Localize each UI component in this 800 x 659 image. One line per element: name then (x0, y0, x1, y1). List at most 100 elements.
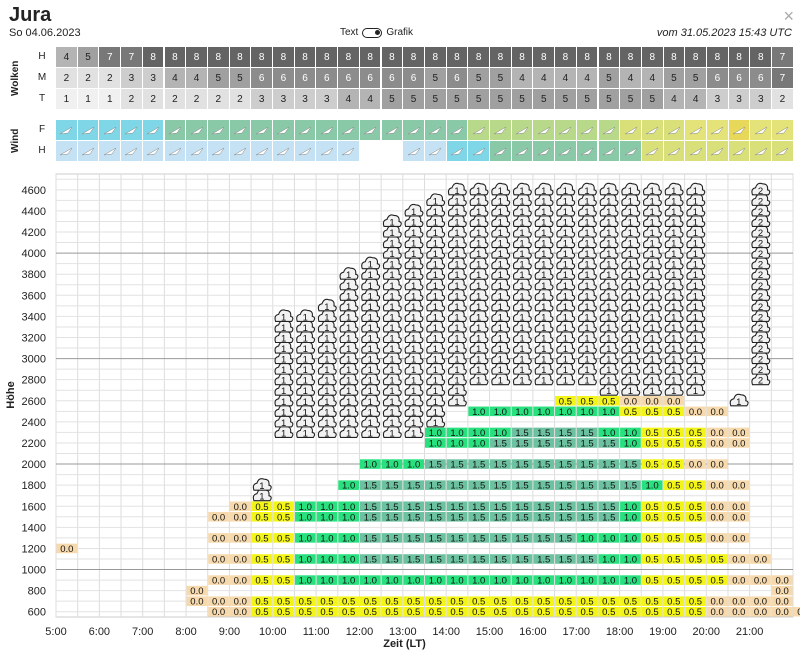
heatmap-cell-value: 1.0 (429, 438, 442, 449)
heatmap-cell (685, 406, 706, 417)
cloud-layer-number: 1 (671, 228, 676, 239)
heatmap-cell (533, 480, 555, 490)
heatmap-cell (706, 427, 728, 438)
cloud-layer-number: 1 (476, 333, 481, 344)
y-tick-label: 4400 (22, 206, 46, 218)
heatmap-cell-value: 1.5 (385, 554, 398, 565)
cloud-cell: 5 (468, 89, 490, 110)
heatmap-cell (446, 459, 468, 469)
cloud-layer-number: 1 (519, 376, 524, 387)
cloud-layer-number: 1 (628, 270, 633, 281)
cloud-layer-number: 1 (346, 355, 351, 366)
wind-arrow-icon (732, 126, 746, 135)
cloud-cell: 6 (338, 68, 360, 89)
heatmap-cell-value: 0.5 (299, 607, 312, 618)
cloud-cell: 2 (772, 89, 794, 110)
heatmap-cell (663, 480, 685, 490)
heatmap-cell-value: 1.5 (537, 460, 550, 471)
heatmap-cell-value: 1.0 (624, 428, 637, 439)
heatmap-cell (251, 512, 273, 522)
heatmap-cell (555, 501, 576, 512)
heatmap-cell-value: 0.5 (645, 407, 658, 418)
cloud-layer-number: 1 (498, 281, 503, 292)
cloud-layer-number: 1 (563, 323, 568, 334)
wind-arrow-icon (364, 126, 377, 135)
heatmap-cell (381, 501, 403, 512)
cloud-cell: 4 (56, 47, 78, 68)
cloud-layer-number: 1 (476, 291, 481, 302)
cloud-layer-number: 1 (693, 344, 698, 355)
heatmap-cell-value: 1.5 (537, 554, 550, 565)
cloud-layer-number: 1 (281, 428, 286, 439)
cloud-cell: 8 (707, 47, 729, 68)
heatmap-cell-value: 1.0 (602, 533, 615, 544)
heatmap-cell-value: 0.0 (212, 512, 225, 523)
cloud-cell: 8 (555, 47, 577, 68)
cloud-layer-number: 1 (628, 217, 633, 228)
wind-arrow-icon (624, 126, 637, 135)
cloud-layer-number: 1 (628, 365, 633, 376)
cloud-layer-number: 1 (628, 333, 633, 344)
cloud-cell: 7 (99, 47, 122, 68)
wind-arrow-icon (559, 126, 572, 135)
cloud-layer-number: 1 (454, 270, 459, 281)
heatmap-cell-value: 0.5 (364, 607, 377, 618)
heatmap-cell (403, 480, 424, 490)
wind-arrow-icon (754, 147, 767, 156)
wind-arrow-icon (646, 126, 659, 135)
cloud-layer-number: 1 (476, 302, 481, 313)
cloud-layer-number: 1 (671, 323, 676, 334)
heatmap-cell (468, 596, 490, 606)
heatmap-cell (273, 606, 294, 617)
heatmap-cell-value: 0.5 (342, 607, 355, 618)
cloud-layer-number: 1 (411, 418, 416, 429)
heatmap-cell (511, 606, 533, 617)
y-axis-label: Höhe (5, 381, 17, 409)
heatmap-cell-value: 1.0 (342, 576, 355, 587)
heatmap-cell-value: 0.0 (732, 438, 745, 449)
wind-arrow-icon (147, 147, 160, 156)
heatmap-cell-value: 1.0 (342, 533, 355, 544)
heatmap-cell (555, 396, 576, 406)
y-tick-label: 2800 (22, 375, 46, 387)
toggle-switch[interactable] (362, 27, 383, 38)
wind-arrow-icon (711, 126, 724, 135)
cloud-layer-number: 1 (389, 281, 394, 292)
view-toggle[interactable]: Text Grafik (340, 27, 413, 38)
heatmap-cell-value: 1.0 (450, 428, 463, 439)
cloud-layer-number: 1 (368, 376, 373, 387)
heatmap-cell-value: 0.0 (212, 607, 225, 618)
close-icon[interactable]: × (783, 6, 794, 26)
wind-cell (338, 120, 360, 141)
heatmap-cell (338, 596, 359, 606)
cloud-layer-number: 1 (389, 312, 394, 323)
heatmap-cell (338, 575, 359, 585)
cloud-layer-number: 1 (671, 302, 676, 313)
cloud-layer-number: 1 (563, 186, 568, 197)
heatmap-cell (511, 596, 533, 606)
cloud-cell: 7 (772, 68, 794, 89)
cloud-layer-number: 1 (693, 249, 698, 260)
cloud-layer-number: 1 (563, 355, 568, 366)
heatmap-cell (620, 501, 641, 512)
heatmap-cell-value: 0.5 (255, 502, 268, 513)
heatmap-cell-value: 0.0 (754, 607, 767, 618)
wind-arrow-icon (407, 126, 420, 135)
heatmap-cell (446, 596, 468, 606)
cloud-layer-number: 1 (324, 333, 329, 344)
cloud-layer-number: 1 (649, 239, 654, 250)
cloud-cell: 6 (294, 68, 317, 89)
heatmap-cell-value: 1.0 (472, 407, 485, 418)
cloud-cell: 6 (403, 68, 425, 89)
heatmap-cell-value: 1.0 (342, 502, 355, 513)
cloud-layer-number: 1 (541, 344, 546, 355)
cloud-layer-number: 1 (606, 302, 611, 313)
cloud-layer-number: 2 (758, 249, 763, 260)
heatmap-cell-value: 0.5 (277, 576, 290, 587)
heatmap-cell (576, 575, 598, 585)
heatmap-cell (208, 512, 229, 522)
cloud-layer-number: 1 (411, 333, 416, 344)
cloud-layer-number: 1 (303, 428, 308, 439)
cloud-cell: 5 (490, 89, 512, 110)
wind-arrow-icon (559, 147, 572, 156)
